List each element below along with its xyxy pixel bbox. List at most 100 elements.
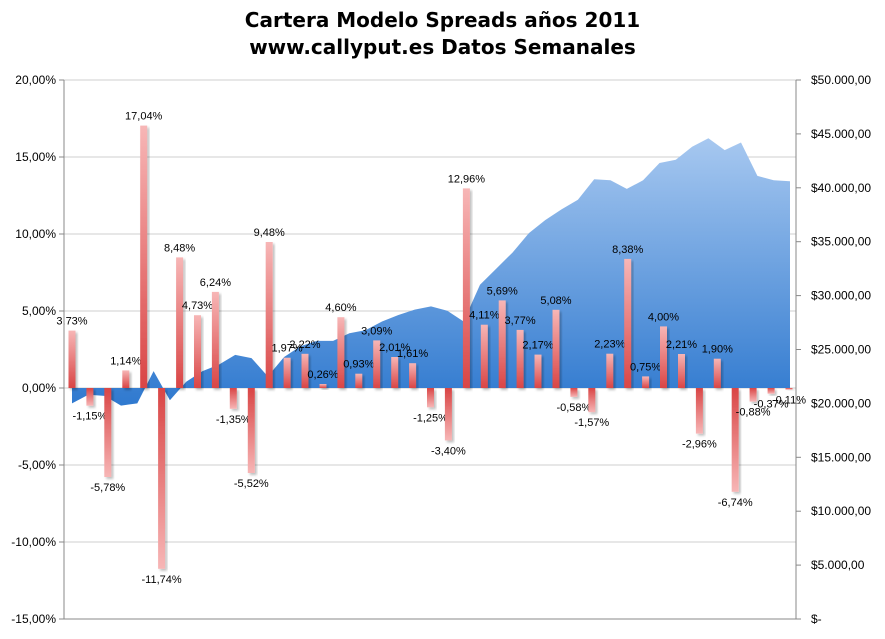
bar-data-label: 0,75% [630,361,661,373]
bar [140,125,148,388]
bar-data-label: -0,58% [556,402,591,414]
bar-data-label: 4,11% [469,310,500,322]
right-axis-tick-label: $10.000,00 [811,504,871,518]
bar [534,354,542,388]
bar [570,388,578,397]
bar [337,317,345,388]
right-axis-tick-label: $15.000,00 [811,450,871,464]
bar [247,388,255,473]
bar [283,357,291,388]
bar-data-label: 2,01% [379,342,410,354]
left-axis-tick-label: 0,00% [22,381,56,395]
right-axis-tick-label: $50.000,00 [811,73,871,87]
bar [444,388,452,441]
right-axis-tick-label: $45.000,00 [811,127,871,141]
bar-data-label: 12,96% [448,173,486,185]
bar [427,388,434,408]
left-axis-tick-label: -15,00% [11,612,56,626]
bar-data-label: 1,14% [110,355,141,367]
bar [695,388,703,434]
bar [498,300,506,388]
bar-data-label: 2,21% [666,339,697,351]
bar [767,388,775,394]
bar-data-label: 3,77% [504,315,535,327]
right-axis-tick-label: $35.000,00 [811,235,871,249]
right-axis-tick-label: $5.000,00 [811,558,865,572]
bar-data-label: 8,48% [164,242,195,254]
bar [731,388,739,492]
bar [265,242,273,388]
bar [785,388,793,390]
bar-data-label: 4,00% [648,311,679,323]
bar-data-label: -1,25% [413,412,448,424]
bar-data-label: 5,69% [487,285,518,297]
bar [391,357,399,388]
bar [660,326,667,388]
bar [194,315,201,388]
bar [642,376,650,388]
bar [480,324,488,388]
bar [624,258,632,388]
bar [86,388,94,406]
bar-data-label: -3,40% [431,445,466,457]
bar-data-label: 0,93% [343,359,374,371]
right-axis-tick-label: $- [811,612,822,626]
left-axis-tick-label: -5,00% [18,458,56,472]
bar [158,388,166,569]
bar [355,373,363,388]
bar-data-label: -11,74% [142,574,182,586]
bar [104,388,112,477]
bar-data-label: -0,11% [772,395,806,407]
bar-data-label: -6,74% [718,497,753,509]
right-axis-tick-label: $25.000,00 [811,343,871,357]
bar-data-label: 2,17% [522,340,553,352]
bar [516,329,524,388]
bar [713,358,721,388]
bar [229,388,237,409]
left-axis-tick-label: 15,00% [15,150,56,164]
bar [588,388,596,413]
bar-data-label: -0,37% [754,399,789,411]
bar-data-label: -1,57% [574,417,609,429]
bar-data-label: 17,04% [125,111,163,123]
bar [373,340,381,388]
bar-data-label: -5,52% [234,478,269,490]
bar-data-label: -0,88% [736,407,771,419]
bar-data-label: 4,60% [325,302,356,314]
bar-data-label: 2,23% [594,339,625,351]
bar [122,370,130,388]
left-axis-tick-label: 20,00% [15,73,56,87]
bar-data-label: 1,90% [702,344,733,356]
bar-data-label: 3,73% [56,316,87,328]
bar-data-label: -1,15% [72,411,107,423]
bar [211,291,219,388]
bar-data-label: 8,38% [612,244,643,256]
bar-data-label: -5,78% [90,482,125,494]
left-axis-tick-label: 5,00% [22,304,56,318]
bar-data-label: 9,48% [254,227,285,239]
bar-data-label: 5,08% [540,295,571,307]
bar-data-label: -2,96% [682,439,717,451]
left-axis-tick-label: 10,00% [15,227,56,241]
bar [68,330,76,388]
bar-data-label: 4,73% [182,300,213,312]
bar-data-label: 3,09% [361,325,392,337]
bar-data-label: 1,97% [271,343,302,355]
bar [749,388,757,402]
bar-data-label: 6,24% [200,277,231,289]
bar [606,353,614,388]
bar [462,188,470,388]
bar [319,384,327,388]
right-axis-tick-label: $40.000,00 [811,181,871,195]
bar [409,363,417,388]
bar [678,354,685,388]
bar-data-label: -1,35% [216,414,251,426]
bar [301,353,309,388]
bar [176,257,184,388]
right-axis-tick-label: $30.000,00 [811,289,871,303]
bar-data-label: 1,61% [397,348,428,360]
chart-subtitle: www.callyput.es Datos Semanales [249,35,636,59]
bar [552,309,560,388]
